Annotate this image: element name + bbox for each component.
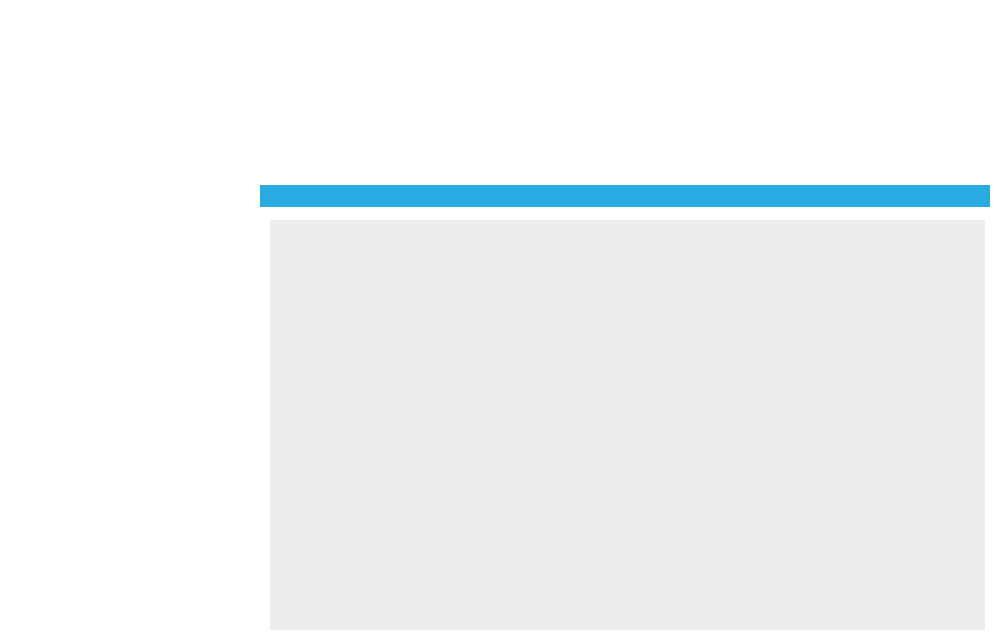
server-region [270,220,985,630]
ip-network-banner [260,185,990,207]
